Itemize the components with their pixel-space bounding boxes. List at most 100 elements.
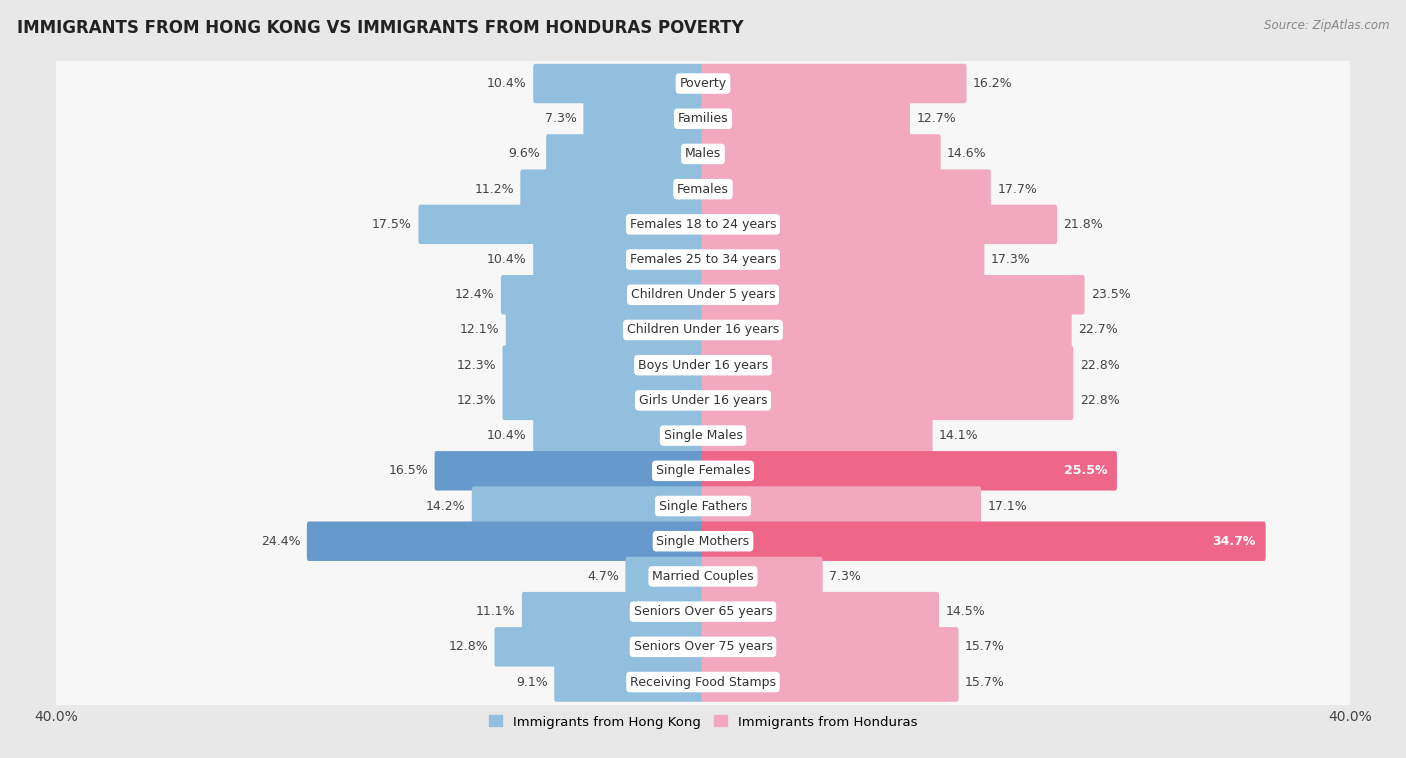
FancyBboxPatch shape bbox=[52, 656, 1354, 709]
Text: Females 18 to 24 years: Females 18 to 24 years bbox=[630, 218, 776, 231]
FancyBboxPatch shape bbox=[522, 592, 704, 631]
FancyBboxPatch shape bbox=[52, 92, 1354, 146]
FancyBboxPatch shape bbox=[533, 416, 704, 456]
Text: 22.8%: 22.8% bbox=[1080, 359, 1119, 371]
Text: Females 25 to 34 years: Females 25 to 34 years bbox=[630, 253, 776, 266]
FancyBboxPatch shape bbox=[702, 487, 981, 526]
FancyBboxPatch shape bbox=[472, 487, 704, 526]
FancyBboxPatch shape bbox=[702, 346, 1073, 385]
FancyBboxPatch shape bbox=[702, 240, 984, 279]
Text: 12.3%: 12.3% bbox=[457, 394, 496, 407]
Text: 23.5%: 23.5% bbox=[1091, 288, 1130, 301]
FancyBboxPatch shape bbox=[546, 134, 704, 174]
FancyBboxPatch shape bbox=[52, 57, 1354, 110]
Legend: Immigrants from Hong Kong, Immigrants from Honduras: Immigrants from Hong Kong, Immigrants fr… bbox=[484, 710, 922, 734]
FancyBboxPatch shape bbox=[702, 662, 959, 702]
FancyBboxPatch shape bbox=[702, 275, 1084, 315]
FancyBboxPatch shape bbox=[52, 127, 1354, 180]
FancyBboxPatch shape bbox=[702, 99, 910, 139]
Text: Single Fathers: Single Fathers bbox=[659, 500, 747, 512]
Text: 14.5%: 14.5% bbox=[945, 605, 986, 618]
FancyBboxPatch shape bbox=[626, 556, 704, 596]
FancyBboxPatch shape bbox=[702, 592, 939, 631]
Text: 10.4%: 10.4% bbox=[486, 253, 527, 266]
FancyBboxPatch shape bbox=[52, 162, 1354, 216]
Text: Families: Families bbox=[678, 112, 728, 125]
FancyBboxPatch shape bbox=[52, 620, 1354, 674]
Text: 17.3%: 17.3% bbox=[991, 253, 1031, 266]
FancyBboxPatch shape bbox=[52, 585, 1354, 638]
Text: 12.7%: 12.7% bbox=[917, 112, 956, 125]
Text: IMMIGRANTS FROM HONG KONG VS IMMIGRANTS FROM HONDURAS POVERTY: IMMIGRANTS FROM HONG KONG VS IMMIGRANTS … bbox=[17, 19, 744, 37]
Text: Children Under 16 years: Children Under 16 years bbox=[627, 324, 779, 337]
FancyBboxPatch shape bbox=[52, 268, 1354, 321]
Text: 14.6%: 14.6% bbox=[948, 148, 987, 161]
Text: 17.1%: 17.1% bbox=[987, 500, 1028, 512]
Text: 11.2%: 11.2% bbox=[474, 183, 513, 196]
Text: 17.7%: 17.7% bbox=[997, 183, 1038, 196]
Text: 14.2%: 14.2% bbox=[426, 500, 465, 512]
Text: 15.7%: 15.7% bbox=[965, 641, 1005, 653]
FancyBboxPatch shape bbox=[702, 310, 1071, 349]
FancyBboxPatch shape bbox=[52, 303, 1354, 357]
Text: 24.4%: 24.4% bbox=[260, 534, 301, 548]
Text: 9.1%: 9.1% bbox=[516, 675, 548, 688]
FancyBboxPatch shape bbox=[533, 64, 704, 103]
Text: 21.8%: 21.8% bbox=[1063, 218, 1104, 231]
FancyBboxPatch shape bbox=[52, 198, 1354, 251]
Text: 10.4%: 10.4% bbox=[486, 77, 527, 90]
FancyBboxPatch shape bbox=[501, 275, 704, 315]
FancyBboxPatch shape bbox=[702, 205, 1057, 244]
Text: Males: Males bbox=[685, 148, 721, 161]
FancyBboxPatch shape bbox=[52, 374, 1354, 428]
Text: Single Females: Single Females bbox=[655, 465, 751, 478]
Text: Seniors Over 75 years: Seniors Over 75 years bbox=[634, 641, 772, 653]
Text: 14.1%: 14.1% bbox=[939, 429, 979, 442]
FancyBboxPatch shape bbox=[702, 134, 941, 174]
Text: 12.3%: 12.3% bbox=[457, 359, 496, 371]
Text: Single Mothers: Single Mothers bbox=[657, 534, 749, 548]
FancyBboxPatch shape bbox=[52, 479, 1354, 533]
FancyBboxPatch shape bbox=[419, 205, 704, 244]
Text: 25.5%: 25.5% bbox=[1064, 465, 1108, 478]
FancyBboxPatch shape bbox=[52, 550, 1354, 603]
FancyBboxPatch shape bbox=[434, 451, 704, 490]
Text: 9.6%: 9.6% bbox=[508, 148, 540, 161]
Text: Receiving Food Stamps: Receiving Food Stamps bbox=[630, 675, 776, 688]
Text: Single Males: Single Males bbox=[664, 429, 742, 442]
FancyBboxPatch shape bbox=[702, 627, 959, 666]
FancyBboxPatch shape bbox=[554, 662, 704, 702]
FancyBboxPatch shape bbox=[52, 444, 1354, 497]
Text: Seniors Over 65 years: Seniors Over 65 years bbox=[634, 605, 772, 618]
FancyBboxPatch shape bbox=[520, 170, 704, 209]
FancyBboxPatch shape bbox=[502, 381, 704, 420]
FancyBboxPatch shape bbox=[702, 381, 1073, 420]
Text: 7.3%: 7.3% bbox=[546, 112, 576, 125]
Text: 11.1%: 11.1% bbox=[475, 605, 516, 618]
FancyBboxPatch shape bbox=[52, 233, 1354, 287]
Text: 22.8%: 22.8% bbox=[1080, 394, 1119, 407]
FancyBboxPatch shape bbox=[702, 416, 932, 456]
Text: 22.7%: 22.7% bbox=[1078, 324, 1118, 337]
FancyBboxPatch shape bbox=[702, 64, 966, 103]
Text: 17.5%: 17.5% bbox=[373, 218, 412, 231]
Text: 34.7%: 34.7% bbox=[1212, 534, 1256, 548]
Text: 12.1%: 12.1% bbox=[460, 324, 499, 337]
FancyBboxPatch shape bbox=[702, 556, 823, 596]
FancyBboxPatch shape bbox=[702, 451, 1116, 490]
Text: Girls Under 16 years: Girls Under 16 years bbox=[638, 394, 768, 407]
FancyBboxPatch shape bbox=[702, 170, 991, 209]
Text: 12.4%: 12.4% bbox=[454, 288, 495, 301]
FancyBboxPatch shape bbox=[52, 338, 1354, 392]
Text: Females: Females bbox=[678, 183, 728, 196]
FancyBboxPatch shape bbox=[52, 515, 1354, 568]
FancyBboxPatch shape bbox=[533, 240, 704, 279]
Text: 12.8%: 12.8% bbox=[449, 641, 488, 653]
FancyBboxPatch shape bbox=[52, 409, 1354, 462]
Text: 7.3%: 7.3% bbox=[830, 570, 860, 583]
FancyBboxPatch shape bbox=[702, 522, 1265, 561]
FancyBboxPatch shape bbox=[307, 522, 704, 561]
Text: 10.4%: 10.4% bbox=[486, 429, 527, 442]
Text: Poverty: Poverty bbox=[679, 77, 727, 90]
FancyBboxPatch shape bbox=[495, 627, 704, 666]
